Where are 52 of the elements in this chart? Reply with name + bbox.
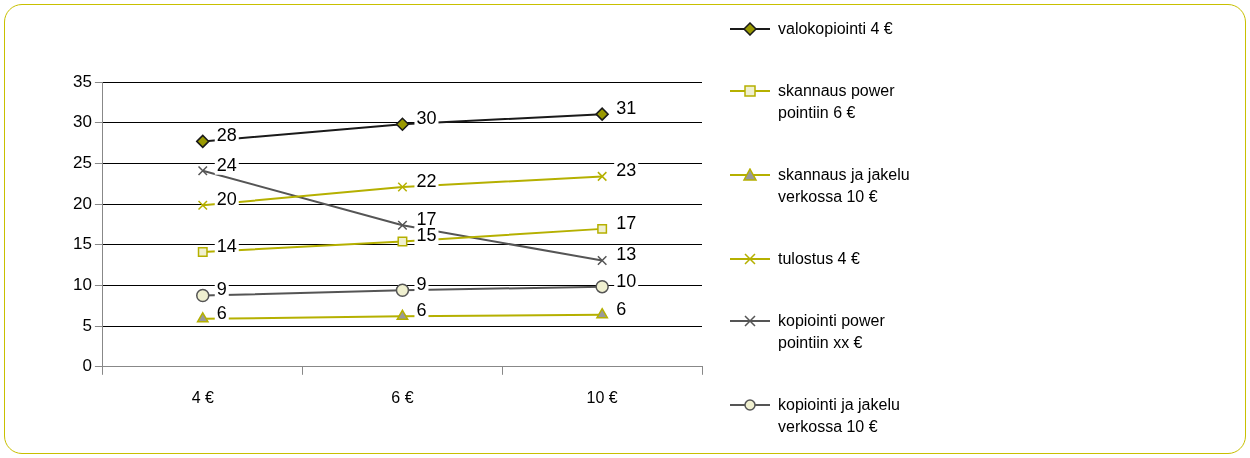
data-label: 6	[216, 302, 227, 323]
y-tick-label: 15	[72, 234, 92, 254]
data-label: 17	[616, 212, 637, 233]
data-label: 24	[216, 154, 237, 175]
data-label: 28	[216, 125, 237, 146]
x-tick-label: 4 €	[191, 388, 214, 406]
point	[397, 220, 408, 231]
legend-label: skannaus ja jakelu verkossa 10 €	[778, 165, 911, 207]
data-label: 22	[416, 170, 437, 191]
legend-label: skannaus power pointiin 6 €	[778, 81, 896, 123]
point	[395, 117, 410, 132]
point	[595, 279, 609, 294]
data-label: 30	[416, 108, 437, 129]
point	[196, 288, 210, 303]
point	[197, 165, 208, 176]
y-tick-label: 5	[82, 315, 92, 335]
point	[596, 307, 609, 319]
data-label: 10	[616, 270, 637, 291]
data-label: 20	[216, 189, 237, 210]
data-label: 9	[216, 279, 227, 300]
point	[597, 223, 608, 234]
point	[595, 107, 609, 121]
data-label: 15	[416, 225, 437, 246]
data-label: 14	[216, 236, 237, 257]
data-label: 6	[616, 298, 627, 319]
y-tick-label: 0	[82, 356, 92, 376]
y-tick-label: 10	[72, 275, 92, 295]
point	[196, 134, 210, 149]
legend-label: kopiointi ja jakelu verkossa 10 €	[778, 395, 901, 437]
data-label: 31	[616, 98, 637, 119]
point	[395, 283, 410, 298]
y-tick-label: 20	[72, 193, 92, 213]
legend-label: tulostus 4 €	[778, 249, 861, 269]
legend-label: valokopiointi 4 €	[778, 19, 894, 39]
point	[397, 236, 408, 247]
point	[197, 200, 208, 211]
point	[397, 181, 408, 192]
point	[196, 312, 209, 323]
legend-label: kopiointi power pointiin xx €	[778, 311, 886, 353]
data-label: 13	[616, 244, 637, 265]
y-tick-label: 35	[72, 71, 92, 91]
x-tick-label: 10 €	[586, 388, 618, 406]
x-tick-label: 6 €	[391, 388, 414, 406]
y-tick-label: 25	[72, 153, 92, 173]
y-tick-label: 30	[72, 112, 92, 132]
point	[597, 171, 608, 182]
data-label: 6	[416, 300, 427, 321]
point	[597, 255, 608, 266]
data-label: 23	[616, 160, 637, 181]
point	[396, 309, 409, 321]
point	[197, 247, 208, 258]
data-label: 9	[416, 274, 427, 295]
